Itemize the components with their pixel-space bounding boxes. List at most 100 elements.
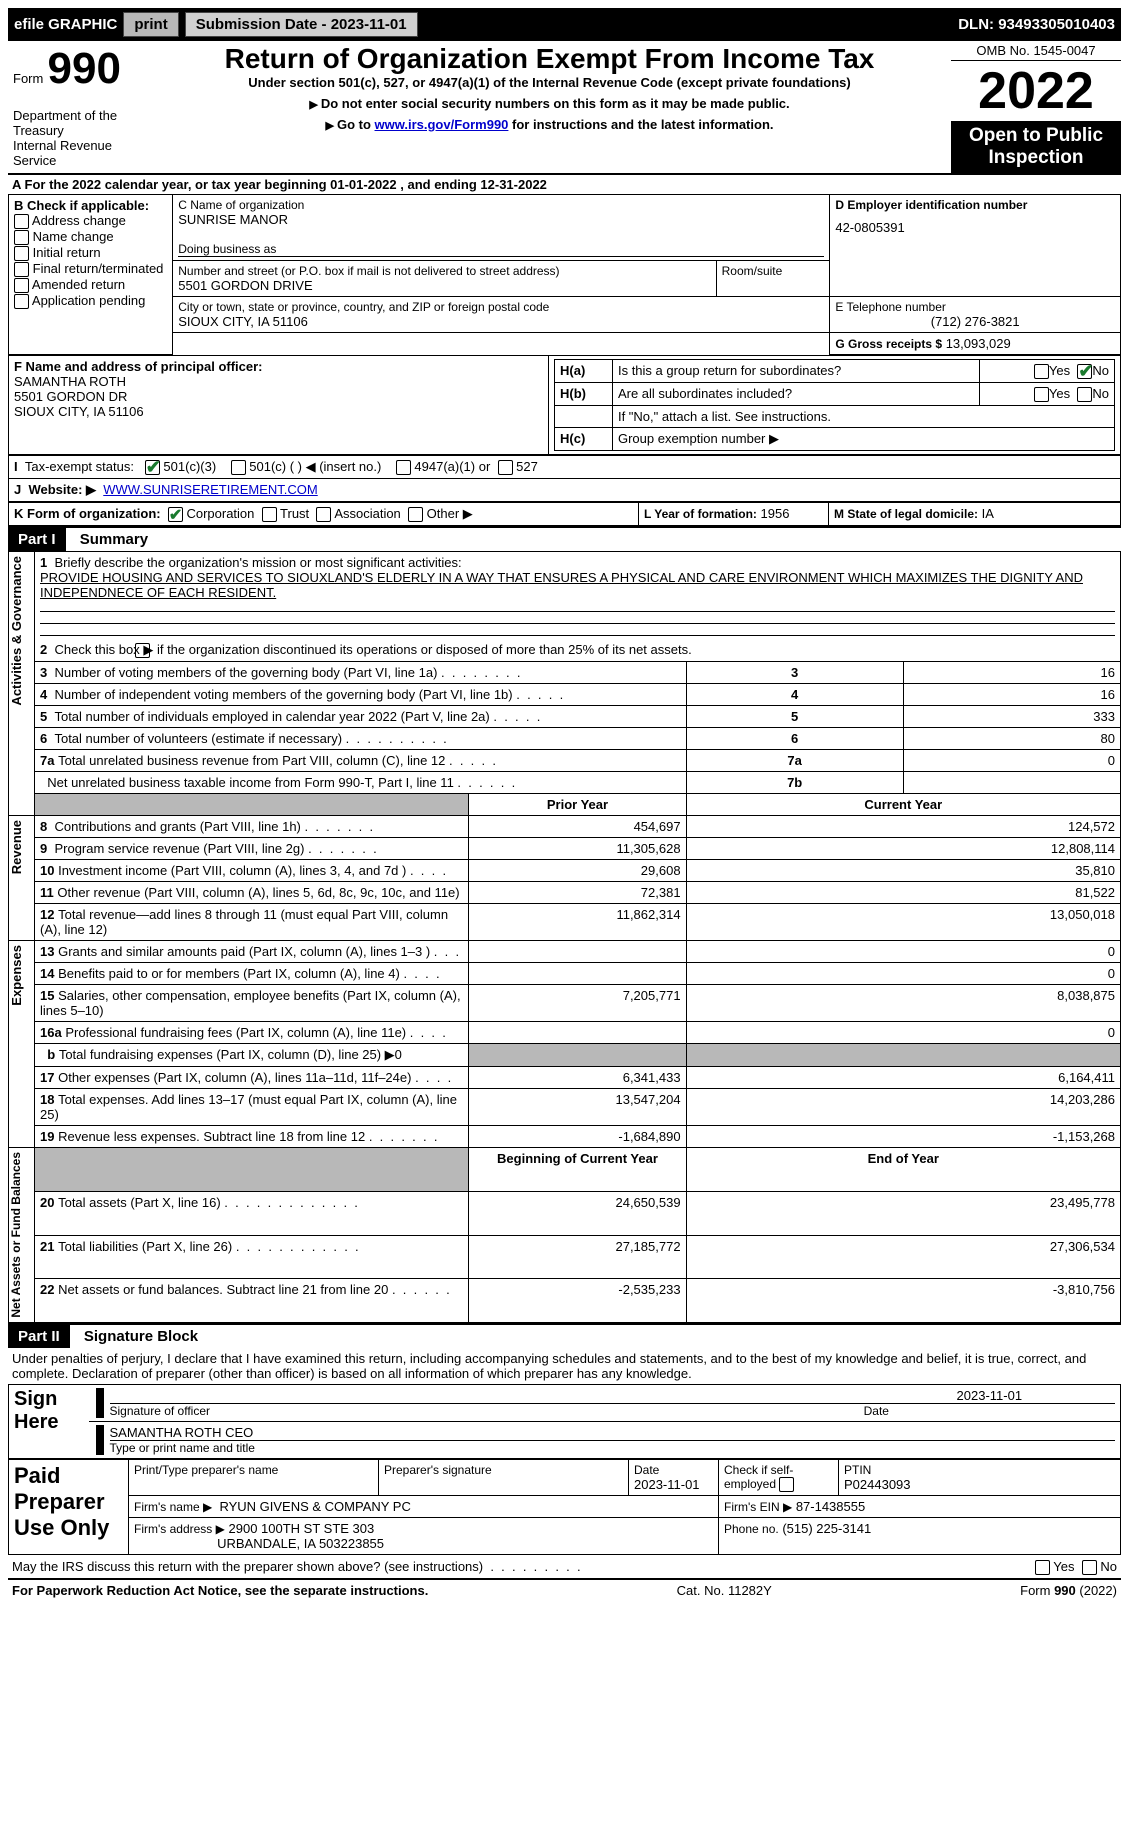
line2-checkbox[interactable] bbox=[135, 643, 150, 658]
prep-sig-label: Preparer's signature bbox=[384, 1463, 623, 1477]
checkbox-application-pending[interactable] bbox=[14, 294, 29, 309]
website-link[interactable]: WWW.SUNRISERETIREMENT.COM bbox=[103, 482, 318, 497]
e-value: (712) 276-3821 bbox=[835, 314, 1115, 329]
ha-text: Is this a group return for subordinates? bbox=[612, 360, 979, 383]
vlabel-net: Net Assets or Fund Balances bbox=[9, 1148, 23, 1322]
year-cell: OMB No. 1545-0047 2022 Open to Public In… bbox=[951, 41, 1121, 173]
klm-table: K Form of organization: Corporation Trus… bbox=[8, 502, 1121, 526]
mission-row: 1 Briefly describe the organization's mi… bbox=[35, 552, 1121, 640]
checkbox-address-change[interactable] bbox=[14, 214, 29, 229]
discuss-yes[interactable] bbox=[1035, 1560, 1050, 1575]
tax-year: 2022 bbox=[951, 61, 1121, 121]
ag-row-7b: Net unrelated business taxable income fr… bbox=[9, 772, 1121, 794]
subtitle: Under section 501(c), 527, or 4947(a)(1)… bbox=[153, 75, 946, 90]
box-m: M State of legal domicile: IA bbox=[829, 503, 1121, 526]
box-i: I Tax-exempt status: 501(c)(3) 501(c) ( … bbox=[9, 456, 1121, 479]
form-prefix: Form bbox=[13, 71, 43, 86]
ha-yes[interactable] bbox=[1034, 364, 1049, 379]
cat-no: Cat. No. 11282Y bbox=[677, 1583, 772, 1598]
box-l: L Year of formation: 1956 bbox=[639, 503, 829, 526]
c-name-label: C Name of organization bbox=[178, 198, 824, 212]
org-name: SUNRISE MANOR bbox=[178, 212, 824, 227]
hb-note: If "No," attach a list. See instructions… bbox=[612, 406, 1114, 428]
k-assoc[interactable] bbox=[316, 507, 331, 522]
ag-row-3: 3 Number of voting members of the govern… bbox=[9, 662, 1121, 684]
e-label: E Telephone number bbox=[835, 300, 1115, 314]
checkbox-final-return[interactable] bbox=[14, 262, 29, 277]
hc-text: Group exemption number ▶ bbox=[612, 428, 1114, 451]
f-line2: SIOUX CITY, IA 51106 bbox=[14, 404, 144, 419]
i-501c[interactable] bbox=[231, 460, 246, 475]
sign-here-label: Sign Here bbox=[9, 1384, 89, 1458]
ha-no[interactable] bbox=[1077, 364, 1092, 379]
sig-date-label: Date bbox=[864, 1404, 1115, 1418]
firm-ein: 87-1438555 bbox=[796, 1499, 865, 1514]
vlabel-activities: Activities & Governance bbox=[9, 552, 24, 710]
part1-title: Part I bbox=[8, 528, 66, 551]
discuss-text: May the IRS discuss this return with the… bbox=[12, 1559, 483, 1574]
street-label: Number and street (or P.O. box if mail i… bbox=[178, 264, 710, 278]
efile-label: efile GRAPHIC bbox=[14, 16, 117, 33]
box-k: K Form of organization: Corporation Trus… bbox=[9, 503, 639, 526]
firm-addr-label: Firm's address ▶ bbox=[134, 1522, 225, 1536]
l-value: 1956 bbox=[761, 506, 790, 521]
open-to-public: Open to Public Inspection bbox=[951, 121, 1121, 173]
vlabel-activities-cell: Activities & Governance bbox=[9, 552, 35, 816]
box-c-name: C Name of organization SUNRISE MANOR Doi… bbox=[173, 195, 830, 261]
sig-date: 2023-11-01 bbox=[864, 1388, 1115, 1403]
box-g: G Gross receipts $ 13,093,029 bbox=[830, 333, 1121, 355]
d-label: D Employer identification number bbox=[835, 198, 1115, 212]
ptin-label: PTIN bbox=[844, 1463, 1115, 1477]
hb-yes[interactable] bbox=[1034, 387, 1049, 402]
dba-label: Doing business as bbox=[178, 242, 824, 257]
bcdeg-table: B Check if applicable: Address change Na… bbox=[8, 194, 1121, 355]
box-f: F Name and address of principal officer:… bbox=[9, 356, 549, 455]
preparer-table: Paid Preparer Use Only Print/Type prepar… bbox=[8, 1459, 1121, 1555]
firm-addr1: 2900 100TH ST STE 303 bbox=[229, 1521, 375, 1536]
checkbox-initial-return[interactable] bbox=[14, 246, 29, 261]
note2-pre: Go to bbox=[337, 117, 375, 132]
prep-date-label: Date bbox=[634, 1463, 713, 1477]
g-label: G Gross receipts $ bbox=[835, 337, 942, 351]
dept-label: Department of the Treasury Internal Reve… bbox=[13, 108, 143, 168]
k-corp[interactable] bbox=[168, 507, 183, 522]
checkbox-amended-return[interactable] bbox=[14, 278, 29, 293]
phone-label: Phone no. bbox=[724, 1522, 779, 1536]
box-d: D Employer identification number 42-0805… bbox=[830, 195, 1121, 297]
main-title: Return of Organization Exempt From Incom… bbox=[153, 43, 946, 75]
part2-name: Signature Block bbox=[74, 1328, 198, 1345]
box-c-room: Room/suite bbox=[716, 261, 830, 297]
ag-row-6: 6 Total number of volunteers (estimate i… bbox=[9, 728, 1121, 750]
print-button[interactable]: print bbox=[123, 12, 178, 37]
ag-row-5: 5 Total number of individuals employed i… bbox=[9, 706, 1121, 728]
ij-table: I Tax-exempt status: 501(c)(3) 501(c) ( … bbox=[8, 455, 1121, 502]
note1: Do not enter social security numbers on … bbox=[321, 96, 790, 111]
header-table: Form 990 Department of the Treasury Inte… bbox=[8, 41, 1121, 173]
hb-text: Are all subordinates included? bbox=[612, 383, 979, 406]
paperwork-notice: For Paperwork Reduction Act Notice, see … bbox=[12, 1583, 428, 1598]
i-527[interactable] bbox=[498, 460, 513, 475]
i-4947[interactable] bbox=[396, 460, 411, 475]
submission-date-button[interactable]: Submission Date - 2023-11-01 bbox=[185, 12, 418, 37]
form-cell: Form 990 Department of the Treasury Inte… bbox=[8, 41, 148, 173]
m-value: IA bbox=[982, 506, 994, 521]
d-value: 42-0805391 bbox=[835, 220, 1115, 235]
m-label: M State of legal domicile: bbox=[834, 507, 978, 521]
firm-ein-label: Firm's EIN ▶ bbox=[724, 1500, 792, 1514]
l-label: L Year of formation: bbox=[644, 507, 757, 521]
mission-label: Briefly describe the organization's miss… bbox=[54, 555, 461, 570]
discuss-no[interactable] bbox=[1082, 1560, 1097, 1575]
k-trust[interactable] bbox=[262, 507, 277, 522]
self-employed-checkbox[interactable] bbox=[779, 1477, 794, 1492]
phone-value: (515) 225-3141 bbox=[782, 1521, 871, 1536]
prep-date: 2023-11-01 bbox=[634, 1477, 713, 1492]
note2-link[interactable]: www.irs.gov/Form990 bbox=[375, 117, 509, 132]
i-501c3[interactable] bbox=[145, 460, 160, 475]
checkbox-name-change[interactable] bbox=[14, 230, 29, 245]
k-other[interactable] bbox=[408, 507, 423, 522]
omb-label: OMB No. 1545-0047 bbox=[951, 41, 1121, 61]
vlabel-expenses: Expenses bbox=[9, 941, 24, 1010]
box-b-heading: B Check if applicable: bbox=[14, 198, 167, 213]
ptin-value: P02443093 bbox=[844, 1477, 1115, 1492]
hb-no[interactable] bbox=[1077, 387, 1092, 402]
